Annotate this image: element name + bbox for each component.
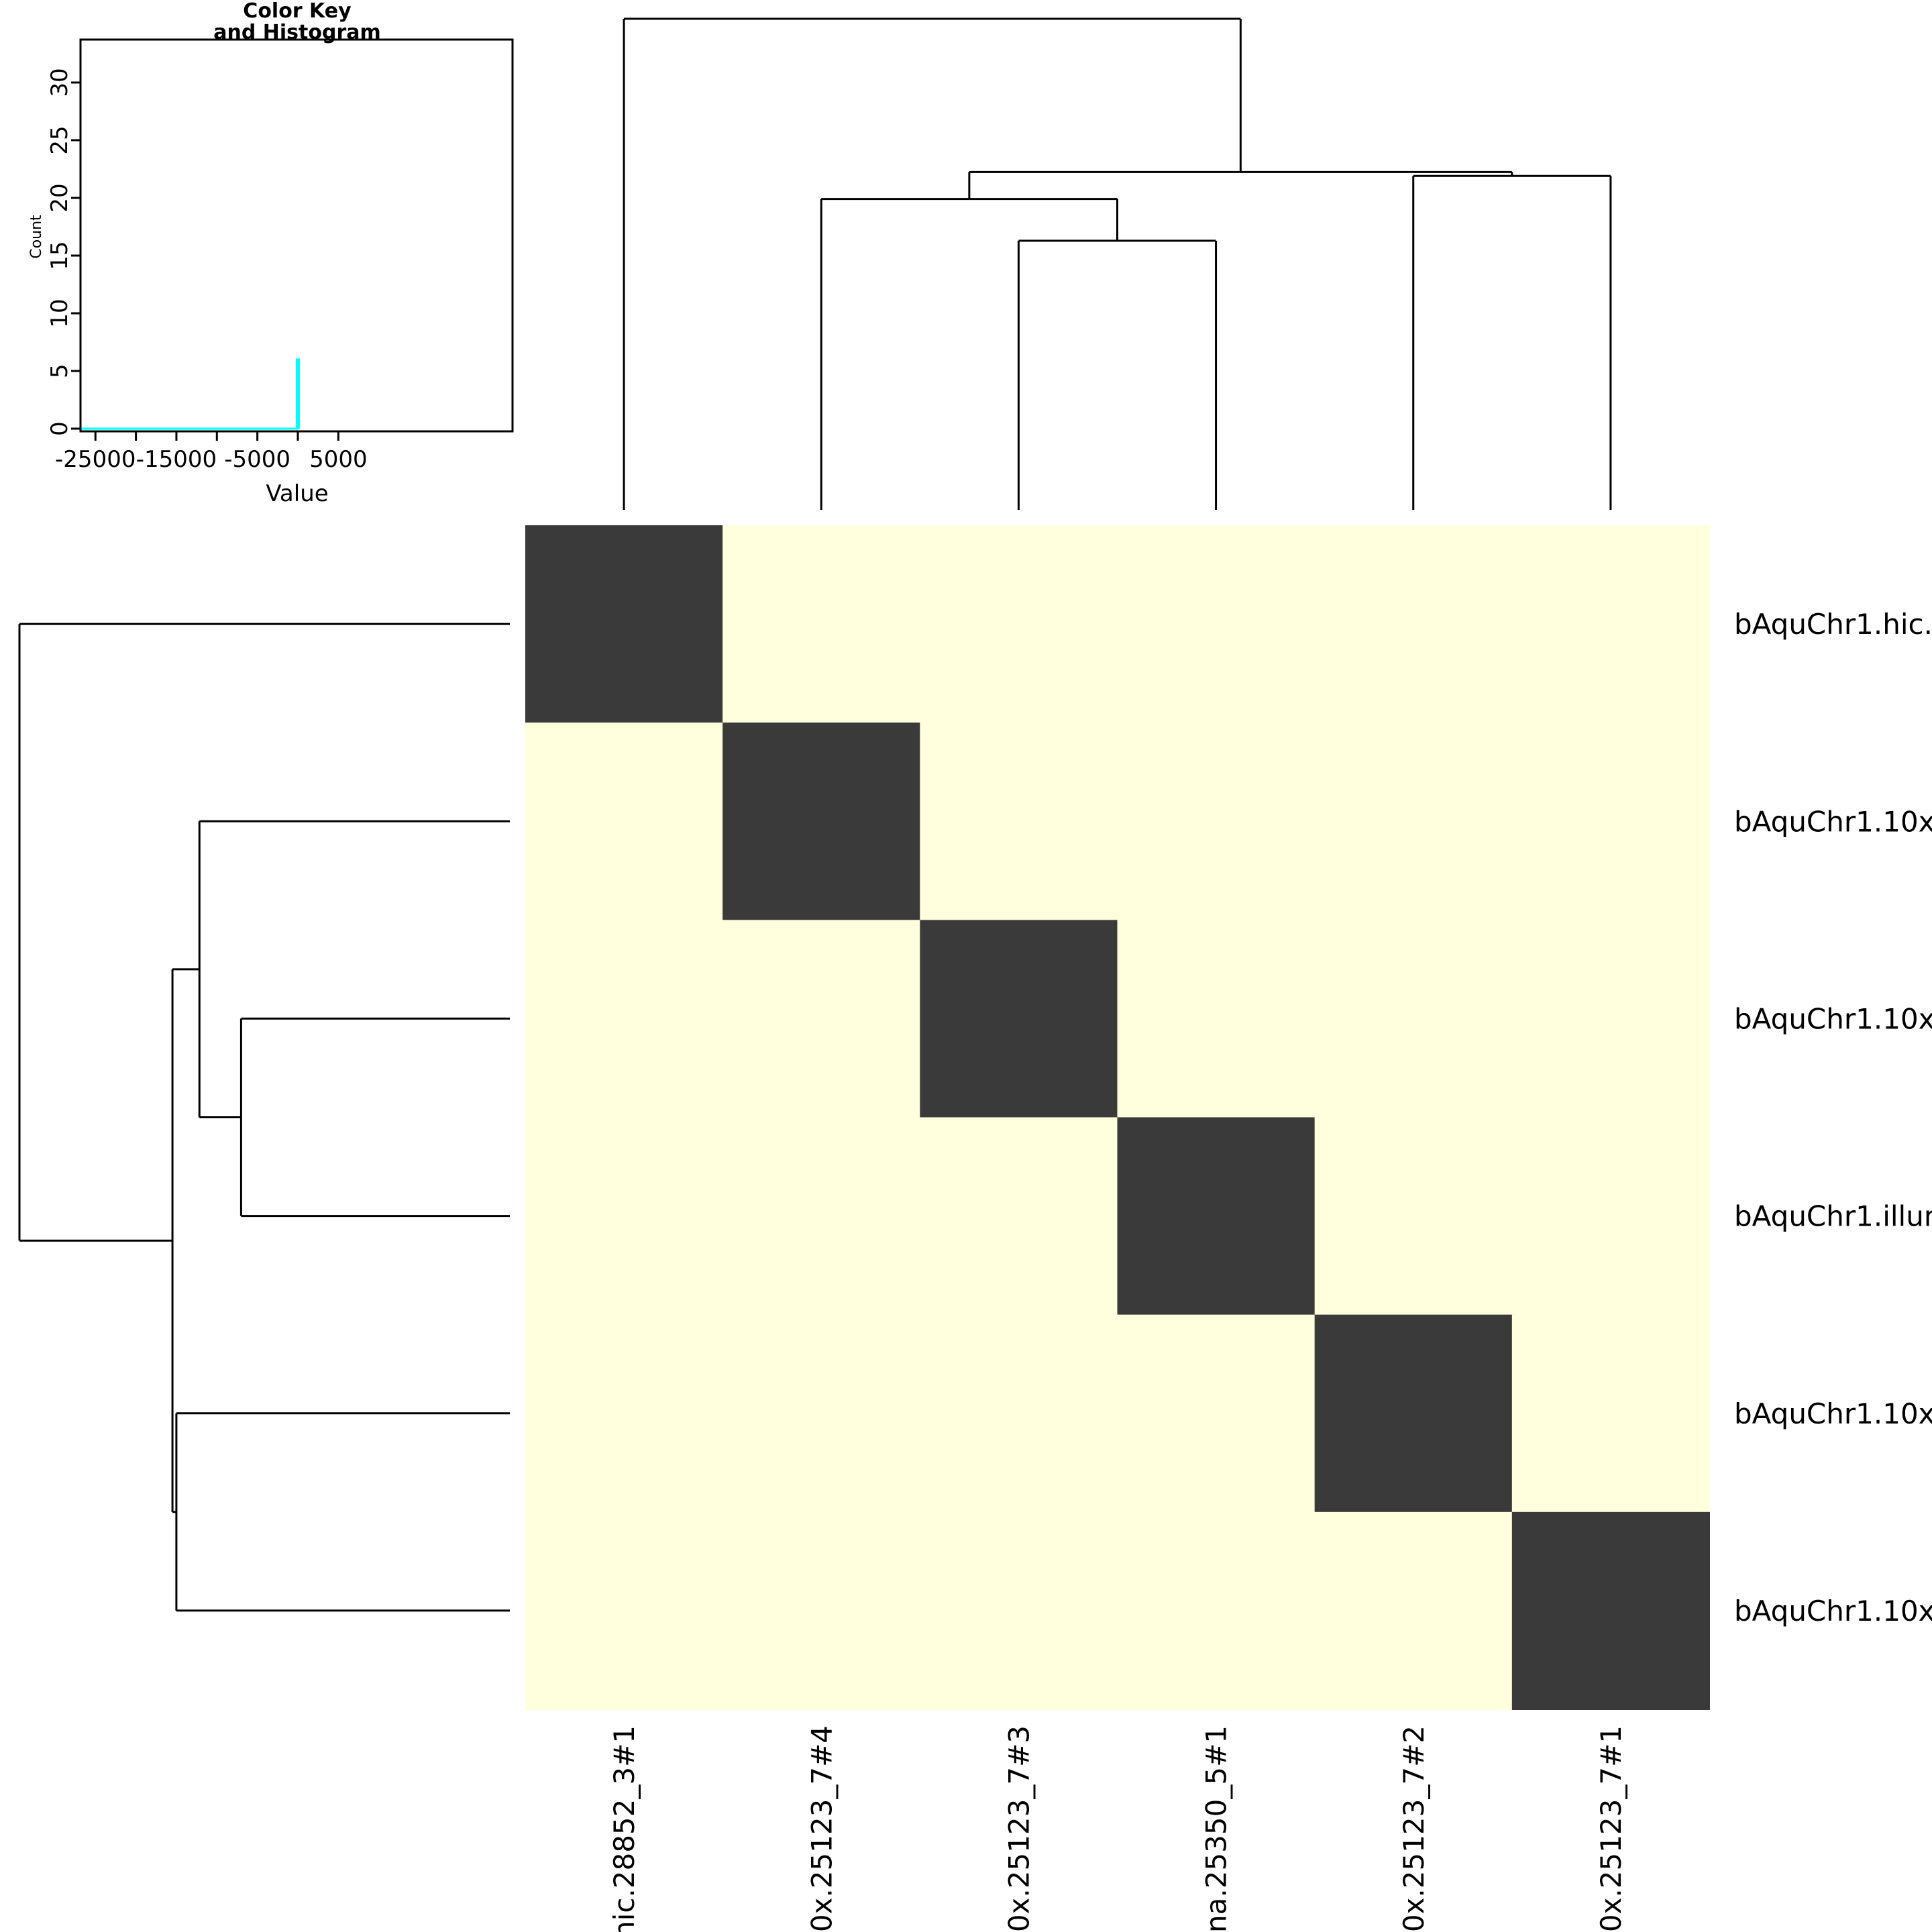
heatmap-cell-diagonal xyxy=(920,920,1118,1118)
heatmap-cell xyxy=(1117,722,1316,921)
row-labels: bAquChr1.hic.28852_3#1 bAquChr1.10x.25123… xyxy=(1734,608,1932,1627)
heatmap-cell xyxy=(1117,1314,1316,1513)
heatmap-cell xyxy=(920,1511,1118,1710)
y-axis-tick-label: 30 xyxy=(46,68,73,97)
heatmap-cell xyxy=(920,525,1118,724)
x-axis-tick-label: -25000 xyxy=(55,446,136,473)
heatmap-cell xyxy=(722,920,921,1118)
column-label: bAquChr1.10x.25123_7#1 xyxy=(1595,1725,1627,1932)
heatmap-cell xyxy=(1511,1117,1710,1316)
heatmap-cell xyxy=(1511,722,1710,921)
color-key-title-line1: Color Key xyxy=(243,0,352,23)
row-label: bAquChr1.illumina.25350_5#1 xyxy=(1734,1200,1932,1233)
y-axis-tick-label: 10 xyxy=(46,299,73,327)
heatmap-cell xyxy=(1117,920,1316,1118)
x-axis-tick-label: -15000 xyxy=(136,446,217,473)
column-label: bAquChr1.10x.25123_7#2 xyxy=(1397,1725,1430,1932)
heatmap-cell xyxy=(1314,1511,1513,1710)
y-axis-tick-label: 20 xyxy=(46,183,73,212)
heatmap-cell xyxy=(1511,1314,1710,1513)
row-label: bAquChr1.10x.25123_7#2 xyxy=(1734,1397,1932,1430)
x-axis-tick-label: -5000 xyxy=(224,446,290,473)
column-label: bAquChr1.illumina.25350_5#1 xyxy=(1200,1725,1233,1932)
heatmap-cell xyxy=(722,525,921,724)
heatmap-cell xyxy=(1117,1511,1316,1710)
heatmap-cell-diagonal xyxy=(722,722,921,921)
column-dendrogram xyxy=(623,17,1612,510)
y-axis-tick-label: 25 xyxy=(46,125,73,154)
heatmap-cell xyxy=(525,1117,724,1316)
heatmap-cell xyxy=(525,722,724,921)
color-key-xlabel: Value xyxy=(266,480,328,507)
heatmap-cell xyxy=(722,1117,921,1316)
heatmap-cell-diagonal xyxy=(1314,1314,1513,1513)
row-label: bAquChr1.10x.25123_7#3 xyxy=(1734,1002,1932,1035)
color-key-histogram-trace xyxy=(81,358,300,430)
row-label: bAquChr1.10x.25123_7#4 xyxy=(1734,805,1932,838)
heatmap-cell-diagonal xyxy=(1511,1511,1710,1710)
y-axis-tick-label: 0 xyxy=(46,421,73,436)
heatmap-cell xyxy=(1314,525,1513,724)
heatmap-cell xyxy=(525,1314,724,1513)
y-axis-tick-label: 5 xyxy=(46,364,73,378)
color-key-frame xyxy=(79,38,514,433)
heatmap-cell xyxy=(525,1511,724,1710)
row-label: bAquChr1.hic.28852_3#1 xyxy=(1734,608,1932,641)
heatmap-cell xyxy=(1511,920,1710,1118)
color-key-ylabel: Count xyxy=(28,215,45,259)
heatmap-cell xyxy=(525,920,724,1118)
heatmap-cell xyxy=(920,1117,1118,1316)
heatmap-cell xyxy=(722,1314,921,1513)
heatmap-cell-diagonal xyxy=(525,525,724,724)
y-axis-tick-label: 15 xyxy=(46,241,73,270)
heatmap-cell xyxy=(1511,525,1710,724)
row-label: bAquChr1.10x.25123_7#1 xyxy=(1734,1595,1932,1627)
heatmap-matrix xyxy=(525,525,1710,1710)
row-dendrogram xyxy=(18,623,510,1612)
heatmap-cell xyxy=(1314,920,1513,1118)
column-label: bAquChr1.10x.25123_7#3 xyxy=(1002,1725,1035,1932)
heatmap-cell xyxy=(1314,722,1513,921)
heatmap-cell xyxy=(920,1314,1118,1513)
column-label: bAquChr1.hic.28852_3#1 xyxy=(608,1725,641,1932)
column-label: bAquChr1.10x.25123_7#4 xyxy=(805,1725,838,1932)
color-key-panel: Color Key and Histogram Value Count -250… xyxy=(28,0,514,507)
heatmap-cell-diagonal xyxy=(1117,1117,1316,1316)
x-axis-tick-label: 5000 xyxy=(309,446,368,473)
column-labels: bAquChr1.hic.28852_3#1 bAquChr1.10x.25123… xyxy=(608,1725,1627,1932)
heatmap-cell xyxy=(1314,1117,1513,1316)
heatmap-cell xyxy=(920,722,1118,921)
heatmap-cell xyxy=(1117,525,1316,724)
color-key-title-line2: and Histogram xyxy=(213,21,381,44)
heatmap-cell xyxy=(722,1511,921,1710)
